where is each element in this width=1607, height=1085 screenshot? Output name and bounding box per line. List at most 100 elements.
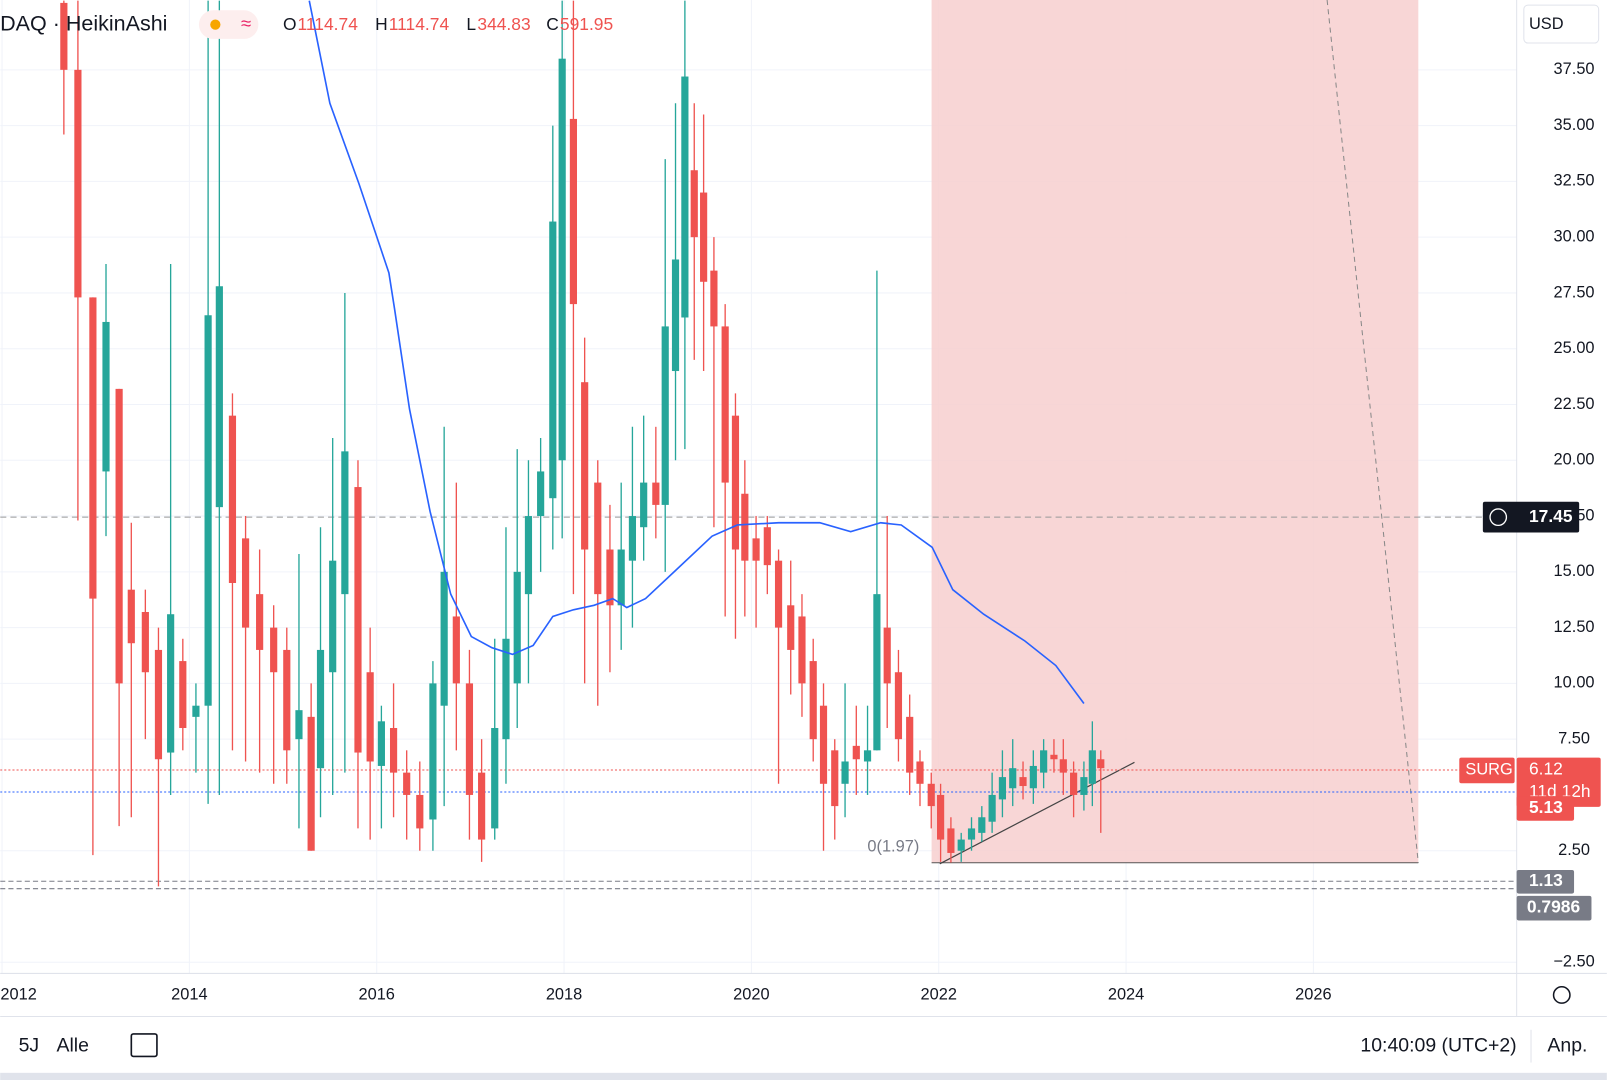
candle-body <box>549 221 557 499</box>
candle-body <box>798 616 806 684</box>
session-icon <box>210 19 221 30</box>
range-button[interactable]: 5J <box>19 1034 40 1056</box>
y-tick-label: 22.50 <box>1554 395 1595 413</box>
ohlc-label: H <box>375 14 388 34</box>
candle-body <box>661 326 669 505</box>
candle-body <box>906 716 914 773</box>
candle-body <box>452 616 460 684</box>
ohlc-label: C <box>546 14 559 34</box>
candle-body <box>640 482 648 528</box>
candle-body <box>377 721 385 766</box>
candle-body <box>102 321 110 472</box>
candle-body <box>307 716 315 851</box>
candle-body <box>74 69 82 298</box>
candle-body <box>429 683 437 820</box>
price-label-bg <box>1482 501 1580 533</box>
price-label: 1.13 <box>1529 870 1563 890</box>
currency-button[interactable] <box>1523 4 1600 44</box>
status-pill <box>198 10 259 39</box>
y-tick-label: 2.50 <box>1558 841 1590 859</box>
symbol-tag: SURG <box>1465 760 1512 778</box>
candle-body <box>403 772 411 795</box>
candle-body <box>916 761 924 784</box>
candle-body <box>316 649 325 769</box>
price-label-bg <box>1516 757 1601 807</box>
candle-body <box>731 415 740 550</box>
y-tick-label: 20.00 <box>1554 451 1595 469</box>
ohlc-value: 591.95 <box>560 14 613 34</box>
range-button[interactable]: Alle <box>57 1034 89 1056</box>
candle-body <box>721 326 729 483</box>
position-box <box>931 0 1419 863</box>
y-tick-label: 27.50 <box>1554 283 1595 301</box>
candle-body <box>1029 765 1037 789</box>
price-label-bg <box>1516 895 1592 921</box>
settings-icon[interactable] <box>1552 985 1571 1004</box>
candle-body <box>465 683 474 795</box>
candle-body <box>1019 777 1027 787</box>
candle-body <box>671 259 680 372</box>
candle-body <box>787 605 795 650</box>
candle-body <box>283 649 291 751</box>
y-tick-label: 12.50 <box>1554 618 1595 636</box>
candle-body <box>752 538 760 561</box>
candle-body <box>569 118 578 305</box>
candle-body <box>1050 754 1058 760</box>
scale-button[interactable]: Anp. <box>1547 1034 1587 1056</box>
annotation: 0(1.97) <box>867 838 919 856</box>
candle-body <box>440 571 448 706</box>
y-tick-label: 30.00 <box>1554 227 1595 245</box>
price-label: 6.12 <box>1529 759 1563 779</box>
candle-body <box>228 415 237 583</box>
ohlc-label: O <box>283 14 297 34</box>
candle-body <box>558 58 566 461</box>
candle-body <box>1080 777 1088 795</box>
candle-body <box>700 192 708 282</box>
candle-body <box>863 750 872 762</box>
candle-body <box>927 783 935 807</box>
candle-body <box>270 627 278 673</box>
currency[interactable]: USD <box>1529 15 1564 33</box>
candle-body <box>809 661 817 740</box>
x-tick-label: 2024 <box>1108 985 1144 1003</box>
candle-body <box>606 549 614 606</box>
projection-line <box>1326 0 1419 863</box>
candle-body <box>366 672 374 762</box>
ohlc-label: L <box>466 14 476 34</box>
y-tick-label: 15.00 <box>1554 562 1595 580</box>
candle-body <box>389 728 398 773</box>
candle-body <box>141 611 149 673</box>
candle-body <box>154 649 163 760</box>
moving-average <box>308 0 1085 704</box>
candle-body <box>204 315 212 706</box>
candle-body <box>937 794 945 840</box>
candle-body <box>957 839 965 851</box>
x-tick-label: 2014 <box>171 985 207 1003</box>
countdown: 11d 12h <box>1529 781 1591 801</box>
ohlc-value: 1114.74 <box>389 14 450 34</box>
candle-body <box>1040 750 1048 773</box>
y-tick-label: 35.00 <box>1554 116 1595 134</box>
candle-body <box>998 777 1007 800</box>
candle-body <box>581 382 589 550</box>
candle-body <box>819 705 828 784</box>
clock[interactable]: 10:40:09 (UTC+2) <box>1360 1034 1516 1056</box>
symbol: DAQ · HeikinAshi <box>0 11 167 35</box>
date-range-icon[interactable] <box>130 1033 158 1058</box>
candle-body <box>295 710 303 740</box>
candle-body <box>967 828 976 840</box>
x-tick-label: 2016 <box>358 985 394 1003</box>
candle-body <box>524 516 533 595</box>
candle-body <box>1059 759 1067 773</box>
ohlc-value: 1114.74 <box>298 14 359 34</box>
candle-body <box>741 493 749 561</box>
x-tick-label: 2012 <box>0 985 36 1003</box>
candle-body <box>491 728 499 829</box>
candle-body <box>873 594 881 751</box>
candle-body <box>167 614 175 753</box>
candle-body <box>594 482 602 595</box>
candle-body <box>681 76 689 318</box>
add-alert-icon[interactable] <box>1489 508 1508 527</box>
